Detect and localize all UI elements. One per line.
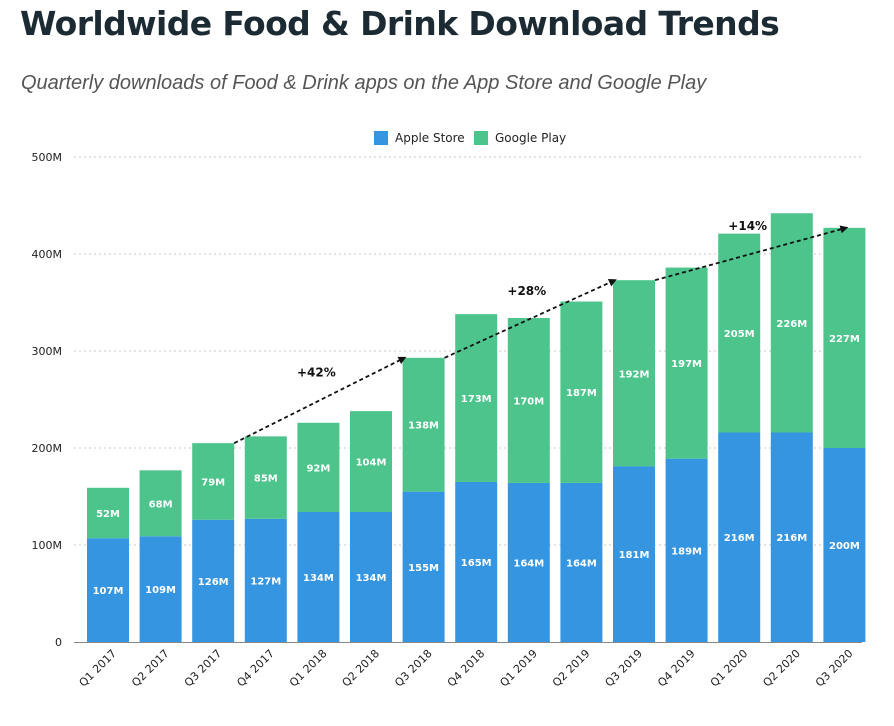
bar-label-google-play: 187M [566, 388, 597, 399]
growth-annotation: +14% [728, 219, 767, 233]
bar-google-play[interactable] [87, 487, 129, 539]
bar-google-play[interactable] [139, 470, 182, 537]
x-tick-label: Q2 2020 [760, 647, 803, 690]
bar-label-google-play: 227M [829, 334, 860, 345]
bar-label-google-play: 104M [356, 458, 387, 469]
bar-google-play[interactable] [455, 314, 498, 482]
y-tick-label: 200M [32, 442, 63, 455]
bar-label-apple-store: 200M [829, 541, 860, 552]
x-tick-label: Q4 2017 [234, 647, 277, 690]
y-tick-label: 0 [55, 636, 62, 649]
chart-subtitle: Quarterly downloads of Food & Drink apps… [21, 72, 707, 94]
bar-google-play[interactable] [823, 227, 866, 448]
bar-label-google-play: 79M [201, 477, 225, 488]
bar-apple-store[interactable] [770, 432, 813, 642]
y-tick-label: 400M [32, 248, 63, 261]
bar-apple-store[interactable] [560, 482, 603, 642]
legend-swatch-google-play [474, 131, 488, 145]
bar-apple-store[interactable] [455, 481, 498, 642]
x-tick-label: Q2 2017 [129, 647, 172, 690]
x-tick-label: Q3 2019 [603, 647, 646, 690]
legend-label-apple-store: Apple Store [395, 131, 465, 145]
bar-label-google-play: 205M [724, 329, 755, 340]
bar-apple-store[interactable] [402, 491, 445, 642]
bar-google-play[interactable] [192, 443, 235, 520]
trend-arrow [444, 279, 617, 359]
bar-label-google-play: 226M [776, 319, 807, 330]
bar-label-apple-store: 181M [619, 550, 650, 561]
legend-label-google-play: Google Play [495, 131, 567, 145]
bar-apple-store[interactable] [613, 466, 655, 642]
bar-label-apple-store: 109M [145, 585, 176, 596]
bar-label-google-play: 85M [254, 474, 278, 485]
bar-google-play[interactable] [770, 213, 813, 433]
bar-google-play[interactable] [718, 233, 761, 433]
bar-label-google-play: 197M [671, 359, 702, 370]
bar-google-play[interactable] [665, 267, 708, 459]
x-tick-label: Q1 2017 [77, 647, 120, 690]
x-tick-label: Q2 2018 [340, 647, 383, 690]
trend-arrow [233, 356, 407, 444]
bar-label-apple-store: 165M [461, 558, 492, 569]
bar-google-play[interactable] [297, 422, 340, 513]
x-tick-label: Q3 2020 [813, 647, 856, 690]
bar-google-play[interactable] [350, 411, 392, 513]
x-tick-label: Q1 2020 [708, 647, 751, 690]
bar-google-play[interactable] [402, 357, 445, 492]
bar-apple-store[interactable] [665, 458, 708, 642]
bar-apple-store[interactable] [718, 432, 761, 642]
bar-label-apple-store: 134M [303, 573, 334, 584]
bar-label-apple-store: 107M [93, 586, 124, 597]
bar-google-play[interactable] [507, 318, 550, 483]
growth-annotation: +42% [297, 365, 336, 379]
x-tick-label: Q1 2018 [287, 647, 330, 690]
x-tick-label: Q1 2019 [497, 647, 540, 690]
bar-label-google-play: 68M [149, 499, 173, 510]
x-tick-label: Q3 2017 [182, 647, 225, 690]
legend-item-google-play[interactable]: Google Play [474, 131, 566, 145]
bar-apple-store[interactable] [297, 512, 340, 642]
bar-apple-store[interactable] [823, 448, 866, 642]
bar-label-apple-store: 189M [671, 546, 702, 557]
legend: Apple Store Google Play [0, 131, 894, 149]
bar-label-apple-store: 164M [566, 558, 597, 569]
bar-google-play[interactable] [613, 280, 655, 467]
y-tick-label: 500M [32, 151, 63, 164]
bar-apple-store[interactable] [244, 518, 287, 642]
bar-label-google-play: 170M [513, 396, 544, 407]
growth-annotation: +28% [507, 284, 546, 298]
bar-label-apple-store: 164M [513, 558, 544, 569]
bar-google-play[interactable] [244, 436, 287, 519]
bar-apple-store[interactable] [507, 482, 550, 642]
x-tick-label: Q4 2019 [655, 647, 698, 690]
bar-apple-store[interactable] [87, 538, 129, 642]
bar-apple-store[interactable] [139, 536, 182, 642]
legend-item-apple-store[interactable]: Apple Store [374, 131, 465, 145]
bar-label-apple-store: 216M [724, 533, 755, 544]
x-tick-label: Q4 2018 [445, 647, 488, 690]
bar-label-apple-store: 155M [408, 563, 439, 574]
bar-label-apple-store: 126M [198, 577, 229, 588]
bar-apple-store[interactable] [350, 512, 392, 642]
bar-label-google-play: 138M [408, 421, 439, 432]
x-tick-label: Q3 2018 [392, 647, 435, 690]
bar-label-google-play: 52M [96, 509, 120, 520]
bar-label-google-play: 192M [619, 369, 650, 380]
bar-label-apple-store: 127M [250, 576, 281, 587]
bar-label-google-play: 92M [306, 463, 330, 474]
y-tick-label: 300M [32, 345, 63, 358]
chart-title: Worldwide Food & Drink Download Trends [20, 4, 780, 43]
trend-arrow [654, 225, 849, 282]
legend-swatch-apple-store [374, 131, 388, 145]
bar-label-apple-store: 216M [776, 533, 807, 544]
bar-label-apple-store: 134M [356, 573, 387, 584]
bar-google-play[interactable] [560, 301, 603, 483]
y-tick-label: 100M [32, 539, 63, 552]
x-tick-label: Q2 2019 [550, 647, 593, 690]
bar-apple-store[interactable] [192, 519, 235, 642]
bar-label-google-play: 173M [461, 394, 492, 405]
